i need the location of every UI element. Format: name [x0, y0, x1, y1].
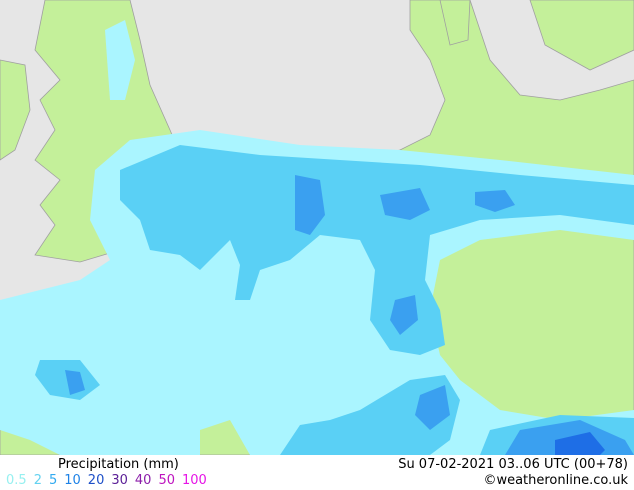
legend-item: 50 [158, 473, 175, 488]
legend: 0.5 2 5 10 20 30 40 50 100 [6, 473, 214, 488]
legend-item: 30 [111, 473, 128, 488]
legend-item: 40 [134, 473, 152, 488]
legend-item: 20 [87, 473, 105, 488]
map [0, 0, 634, 455]
precipitation [0, 20, 634, 455]
map-title: Precipitation (mm) [58, 457, 179, 472]
credit: ©weatheronline.co.uk [483, 473, 628, 488]
legend-item: 0.5 [6, 473, 27, 488]
legend-item: 2 [33, 473, 42, 488]
footer: Precipitation (mm) Su 07-02-2021 03..06 … [0, 455, 634, 490]
legend-item: 10 [64, 473, 81, 488]
legend-item: 100 [181, 473, 207, 488]
legend-item: 5 [48, 473, 58, 488]
valid-time: Su 07-02-2021 03..06 UTC (00+78) [398, 457, 628, 472]
